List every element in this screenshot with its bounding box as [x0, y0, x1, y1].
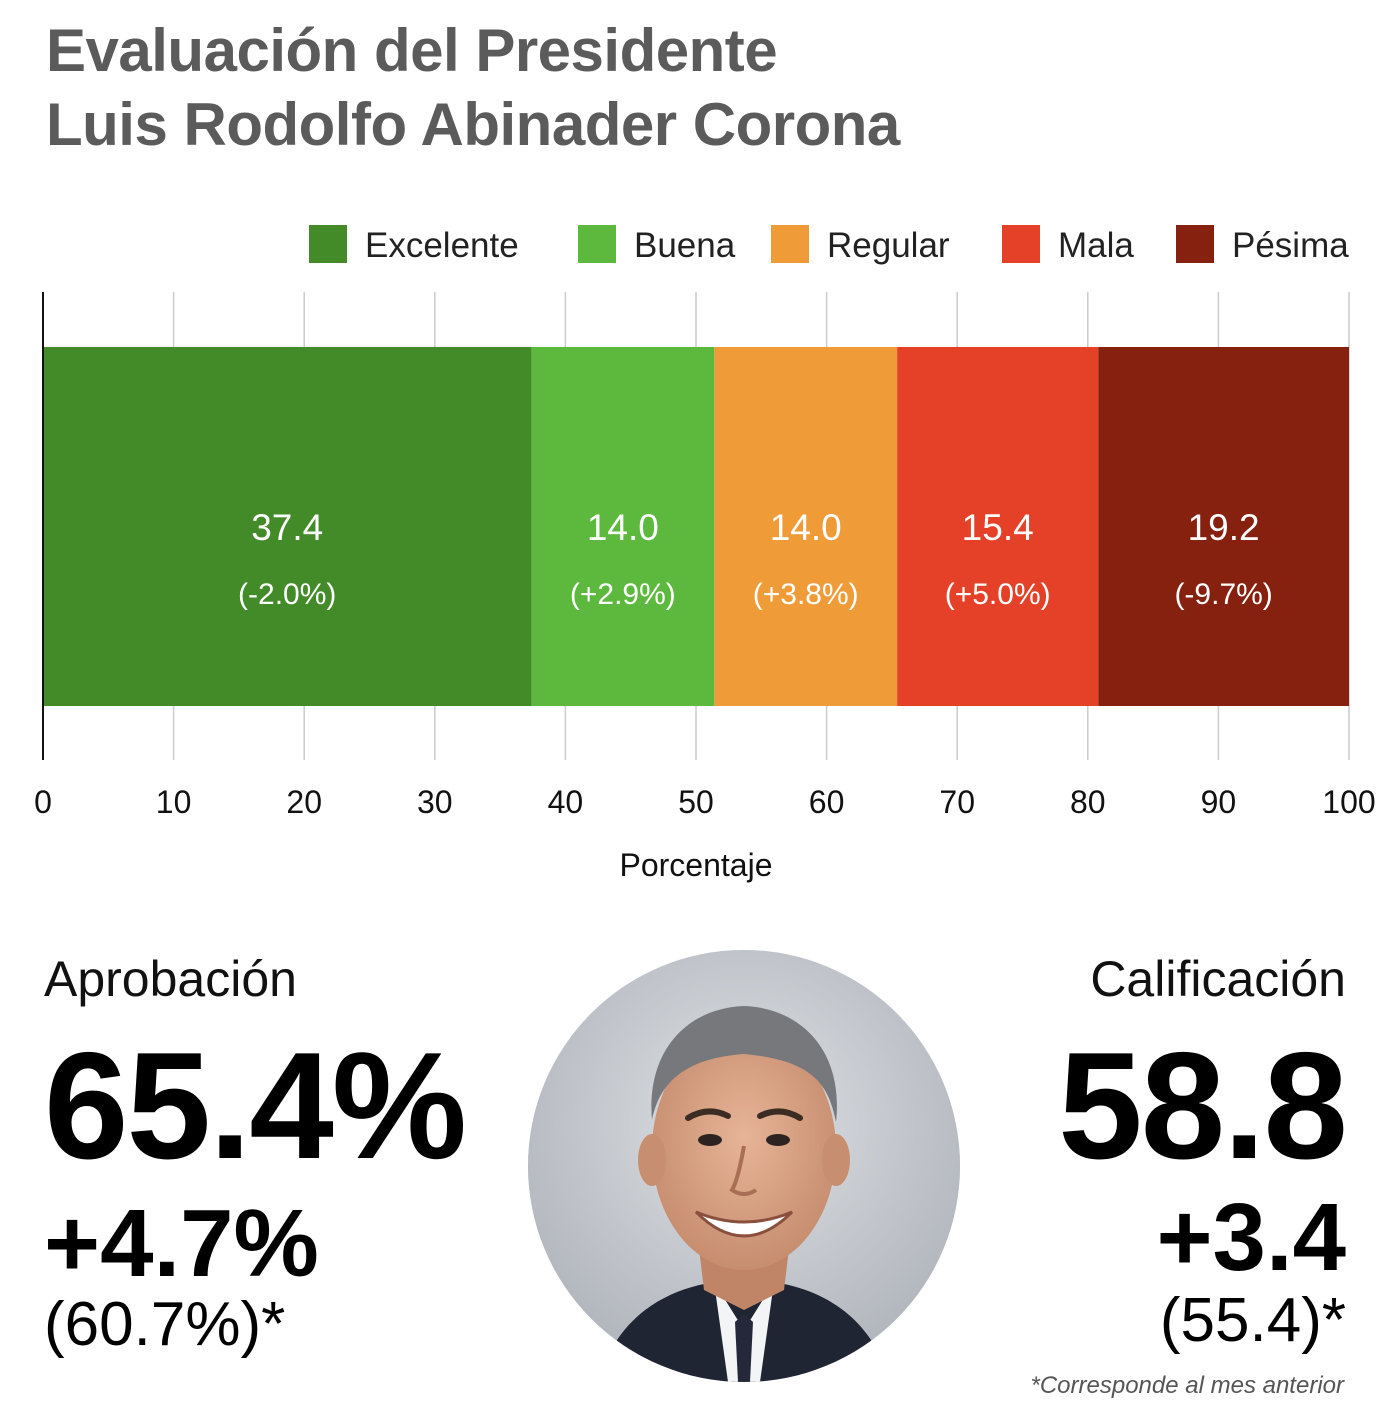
- legend-label: Excelente: [365, 226, 519, 265]
- approval-change: +4.7%: [44, 1190, 319, 1297]
- legend-swatch: [771, 225, 809, 263]
- x-tick-label: 20: [286, 784, 322, 820]
- x-tick-label: 50: [678, 784, 714, 820]
- legend-swatch: [309, 225, 347, 263]
- chart-title: Evaluación del Presidente Luis Rodolfo A…: [46, 14, 900, 162]
- bar-segment: [531, 347, 715, 706]
- rating-previous: (55.4)*: [1159, 1286, 1346, 1355]
- data-label: 15.4: [962, 507, 1034, 548]
- data-label: 37.4: [251, 507, 323, 548]
- x-tick-label: 100: [1322, 784, 1375, 820]
- change-label: (+5.0%): [945, 578, 1051, 611]
- legend-label: Pésima: [1232, 226, 1349, 265]
- change-label: (+3.8%): [753, 578, 859, 611]
- change-label: (-2.0%): [238, 578, 336, 611]
- approval-label: Aprobación: [44, 951, 297, 1007]
- x-tick-label: 10: [156, 784, 192, 820]
- legend-swatch: [578, 225, 616, 263]
- approval-value: 65.4%: [44, 1021, 467, 1191]
- legend-label: Regular: [827, 226, 950, 265]
- bar-segment: [714, 347, 898, 706]
- x-tick-label: 90: [1201, 784, 1237, 820]
- change-label: (+2.9%): [570, 578, 676, 611]
- title-line-2: Luis Rodolfo Abinader Corona: [46, 91, 900, 158]
- approval-previous: (60.7%)*: [44, 1290, 286, 1359]
- x-tick-label: 40: [548, 784, 584, 820]
- data-label: 19.2: [1188, 507, 1260, 548]
- data-label: 14.0: [587, 507, 659, 548]
- bar-segment: [1098, 347, 1349, 706]
- legend-swatch: [1002, 225, 1040, 263]
- rating-change: +3.4: [1156, 1184, 1346, 1291]
- rating-value: 58.8: [1058, 1021, 1348, 1191]
- legend-swatch: [1176, 225, 1214, 263]
- rating-label: Calificación: [1090, 951, 1346, 1007]
- x-axis-label: Porcentaje: [620, 847, 773, 883]
- bar-segment: [43, 347, 532, 706]
- legend-label: Buena: [634, 226, 736, 265]
- x-tick-label: 80: [1070, 784, 1106, 820]
- data-label: 14.0: [770, 507, 842, 548]
- stacked-bar-chart: Excelente Buena Regular Mala Pésima 37.4 (-2.0…: [34, 225, 1376, 883]
- footnote: *Corresponde al mes anterior: [1030, 1372, 1345, 1399]
- legend-label: Mala: [1058, 226, 1134, 265]
- change-label: (-9.7%): [1174, 578, 1272, 611]
- x-tick-label: 0: [34, 784, 52, 820]
- president-portrait: [528, 950, 960, 1382]
- bar-segment: [897, 347, 1099, 706]
- x-tick-label: 30: [417, 784, 453, 820]
- x-tick-label: 70: [939, 784, 975, 820]
- x-tick-label: 60: [809, 784, 845, 820]
- title-line-1: Evaluación del Presidente: [46, 17, 778, 84]
